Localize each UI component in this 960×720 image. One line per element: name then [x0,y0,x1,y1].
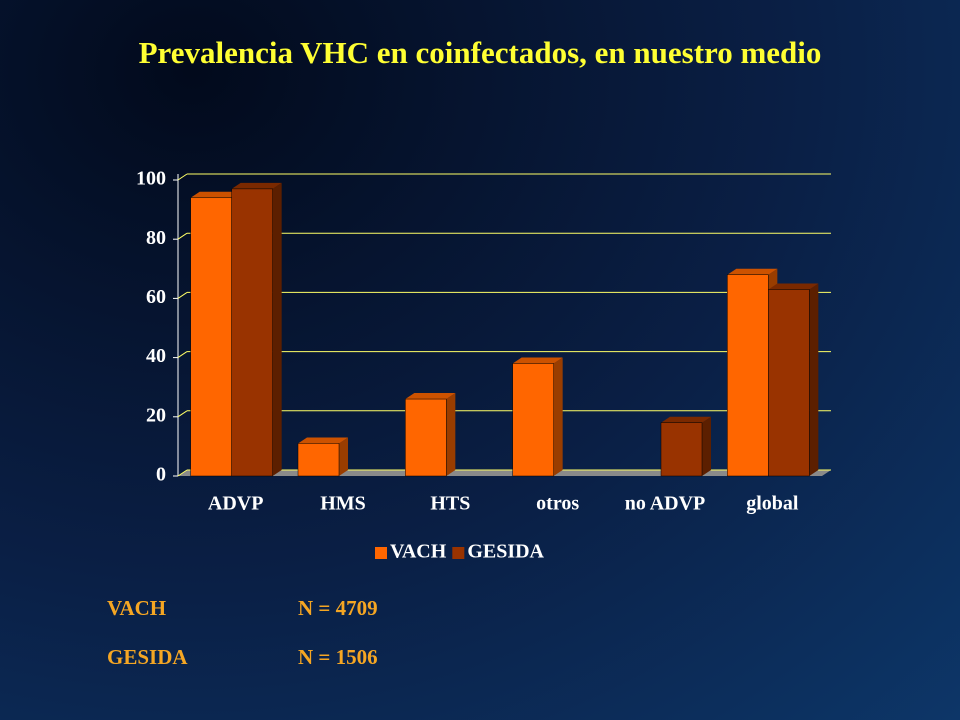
x-tick-label: no ADVP [625,493,706,515]
legend-swatch [375,547,387,559]
grid-line-side [177,291,188,299]
bar-top [298,437,348,444]
footnote-label: VACH [107,596,167,620]
y-tick-label: 80 [146,227,166,249]
bar [768,289,810,477]
bar [405,398,447,477]
y-tick-label: 0 [156,464,166,486]
bar-top [512,357,563,364]
bar-top [190,191,241,198]
y-tick-label: 40 [146,345,166,367]
x-tick-label: HMS [320,493,366,515]
chart-title: Prevalencia VHC en coinfectados, en nues… [138,35,822,70]
legend-label: VACH [390,541,447,563]
x-tick-label: ADVP [208,493,264,515]
legend-swatch [452,547,465,559]
bar [660,422,703,477]
bar-top [768,283,819,290]
y-tick-label: 60 [146,286,166,308]
legend-label: GESIDA [467,541,544,563]
bar [512,363,554,477]
grid-line-side [177,469,188,477]
x-tick-label: otros [536,493,579,515]
bar-top [405,393,456,400]
footnote-text: N = 4709 [298,596,378,620]
grid-line-side [177,173,188,181]
bar-side [339,437,348,476]
bar-side [272,182,282,476]
grid-line-side [177,410,188,418]
bar-side [702,416,711,476]
bar-top [231,182,282,189]
bar-side [809,283,819,476]
footnote-text: N = 1506 [298,645,378,669]
bar-side [446,393,456,476]
footnote-label: GESIDA [107,645,188,669]
x-tick-label: global [746,493,799,515]
bar [190,197,232,477]
bar-top [661,416,711,423]
bar [297,443,340,477]
bar [727,274,769,477]
grid-line-side [177,351,188,359]
bar-side [553,357,563,476]
y-tick-label: 100 [136,168,166,190]
y-tick-label: 20 [146,404,166,426]
grid-line-side [177,232,188,240]
bar-top [727,268,778,275]
x-tick-label: HTS [430,493,470,515]
bar [231,188,273,477]
